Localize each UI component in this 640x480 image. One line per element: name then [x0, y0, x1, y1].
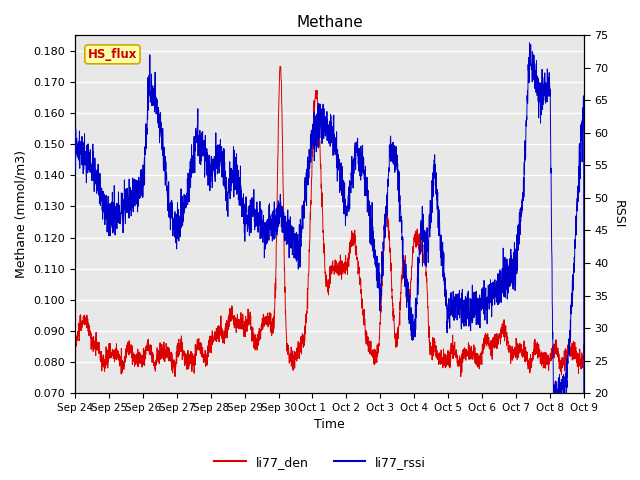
Y-axis label: RSSI: RSSI	[612, 200, 625, 228]
Text: HS_flux: HS_flux	[88, 48, 137, 61]
Title: Methane: Methane	[296, 15, 363, 30]
Y-axis label: Methane (mmol/m3): Methane (mmol/m3)	[15, 150, 28, 278]
X-axis label: Time: Time	[314, 419, 345, 432]
Legend: li77_den, li77_rssi: li77_den, li77_rssi	[209, 451, 431, 474]
